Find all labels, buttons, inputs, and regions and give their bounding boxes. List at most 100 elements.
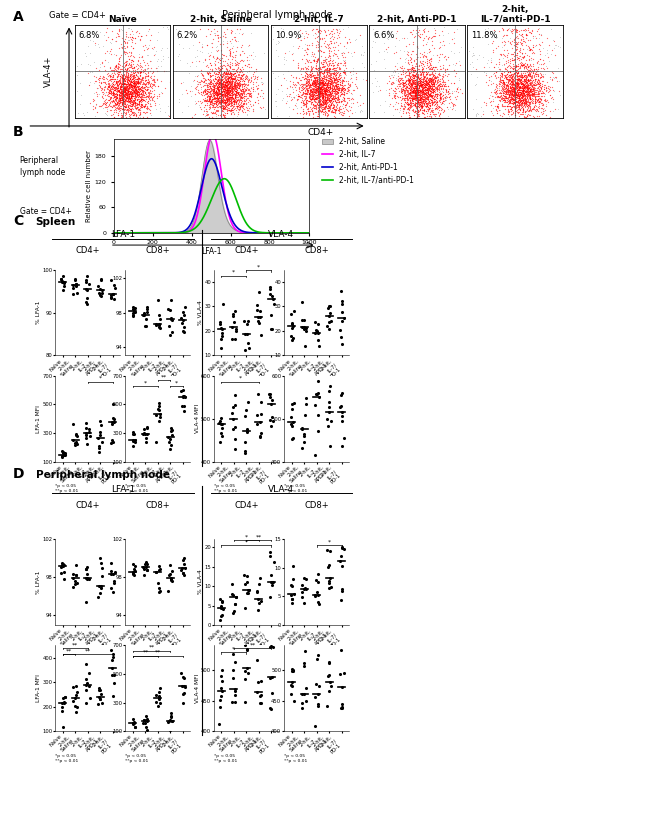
Point [426,93,436,106]
Point [114,83,124,96]
Point [234,56,244,69]
Point [522,99,532,112]
Point [415,87,426,100]
Point [209,27,219,40]
Point [508,88,518,101]
Point [222,78,233,92]
Point [419,92,430,105]
Point [313,359,324,372]
Point [315,94,326,107]
Point [519,78,530,92]
Point [328,37,339,50]
Point [512,96,523,109]
Point [291,31,302,44]
Point [544,80,554,93]
Point [519,63,529,76]
Point [530,83,541,96]
Point [201,29,211,42]
Point [507,87,517,100]
Point [528,38,538,51]
Point [346,96,357,109]
Point [223,69,233,83]
Point [111,83,122,96]
Point [419,89,429,102]
Point [221,78,231,92]
Point [511,59,521,72]
Point [111,65,122,78]
Point [227,58,237,71]
Point [490,83,501,96]
Point [315,105,325,118]
Point [241,87,252,100]
Point [129,76,139,89]
Point [413,105,424,118]
Point [219,119,229,132]
Point [173,50,183,63]
Point [133,82,144,95]
Point [519,56,530,69]
Point [226,86,237,99]
Point [507,72,517,85]
Point [508,97,519,110]
Point [217,94,228,107]
Point [316,56,326,69]
Point [72,429,83,442]
Point [115,92,125,105]
Point [205,97,216,110]
Point [203,89,214,102]
Point [518,90,528,103]
Point [419,96,429,109]
Point [410,82,421,95]
Point [525,84,535,97]
Point [219,108,229,121]
Point [117,92,127,105]
Point [504,83,515,96]
Point [427,78,437,91]
Point [495,63,505,76]
Point [547,92,558,105]
Point [338,65,348,78]
Point [342,35,352,48]
Point [116,98,127,111]
Point [328,84,339,97]
Point [212,77,222,90]
Point [504,35,515,48]
Point [315,87,326,100]
Point [200,107,211,120]
Point [412,87,423,100]
Point [410,74,421,87]
Point [216,96,227,109]
Point [408,102,418,115]
Point [328,84,339,97]
Point [118,69,128,82]
Point [325,727,335,740]
Point [126,47,136,60]
Point [135,65,146,78]
Point [340,82,350,95]
Point [430,74,440,87]
Point [340,99,350,112]
Point [439,20,450,33]
Point [385,82,396,95]
Point [93,38,103,51]
Point [100,100,110,113]
Point [216,93,226,106]
Point [286,687,296,700]
Point [190,70,201,83]
Point [508,107,518,120]
Point [230,26,240,39]
Point [311,72,321,85]
Point [299,427,309,440]
Point [163,431,174,444]
Point [408,68,418,81]
Point [193,78,203,91]
Y-axis label: VLA-4 MFI: VLA-4 MFI [194,404,200,433]
Point [311,54,322,67]
Point [308,88,318,101]
Point [221,66,231,79]
Point [109,69,119,82]
Point [124,94,134,107]
Point [411,111,421,124]
Point [309,54,319,67]
Point [488,68,498,81]
